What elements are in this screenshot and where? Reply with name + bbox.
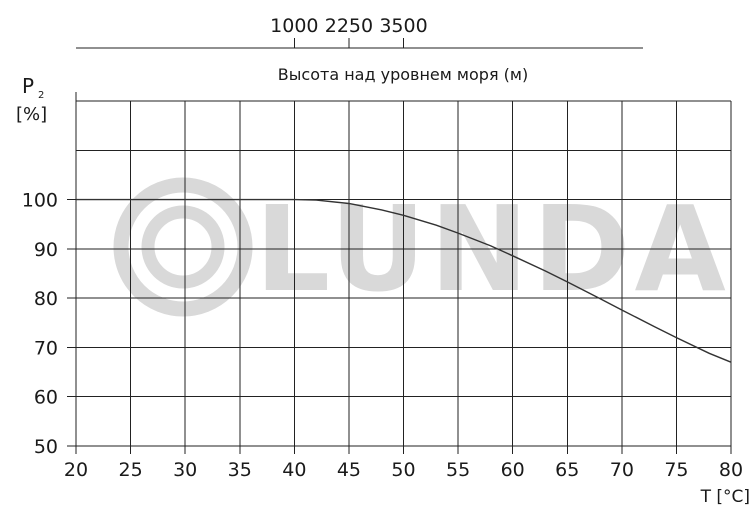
y-tick-label: 50 bbox=[34, 436, 58, 458]
secondary-axis-tick-label: 1000 bbox=[270, 15, 318, 37]
x-tick-label: 75 bbox=[664, 459, 688, 481]
x-tick-label: 40 bbox=[282, 459, 306, 481]
secondary-axis-tick-label: 2250 bbox=[325, 15, 373, 37]
x-axis-label: T [°C] bbox=[700, 487, 750, 507]
y-axis-label-unit: [%] bbox=[16, 104, 47, 125]
y-tick-label: 70 bbox=[34, 337, 58, 359]
x-tick-label: 60 bbox=[501, 459, 525, 481]
x-tick-label: 35 bbox=[228, 459, 252, 481]
x-tick-label: 50 bbox=[391, 459, 415, 481]
watermark-ring-inner bbox=[141, 205, 225, 289]
x-tick-label: 30 bbox=[173, 459, 197, 481]
x-tick-label: 55 bbox=[446, 459, 470, 481]
x-tick-label: 25 bbox=[118, 459, 142, 481]
x-tick-label: 65 bbox=[555, 459, 579, 481]
x-tick-label: 80 bbox=[719, 459, 743, 481]
y-tick-label: 60 bbox=[34, 387, 58, 409]
x-tick-label: 20 bbox=[64, 459, 88, 481]
x-tick-label: 70 bbox=[610, 459, 634, 481]
watermark-ring-outer bbox=[113, 177, 253, 317]
y-axis-label-main: P bbox=[22, 74, 34, 98]
curve-layer bbox=[76, 198, 732, 363]
y-axis-label-sub: 2 bbox=[38, 90, 44, 101]
series-line bbox=[76, 198, 732, 363]
grid bbox=[67, 92, 732, 454]
secondary-axis-label: Высота над уровнем моря (м) bbox=[278, 65, 528, 84]
y-tick-label: 90 bbox=[34, 239, 58, 261]
x-tick-label: 45 bbox=[337, 459, 361, 481]
axes-text: P 2 [%] T [°C] Высота над уровнем моря (… bbox=[16, 15, 750, 507]
y-tick-label: 80 bbox=[34, 288, 58, 310]
y-tick-label: 100 bbox=[22, 190, 58, 212]
secondary-axis-tick-label: 3500 bbox=[379, 15, 427, 37]
